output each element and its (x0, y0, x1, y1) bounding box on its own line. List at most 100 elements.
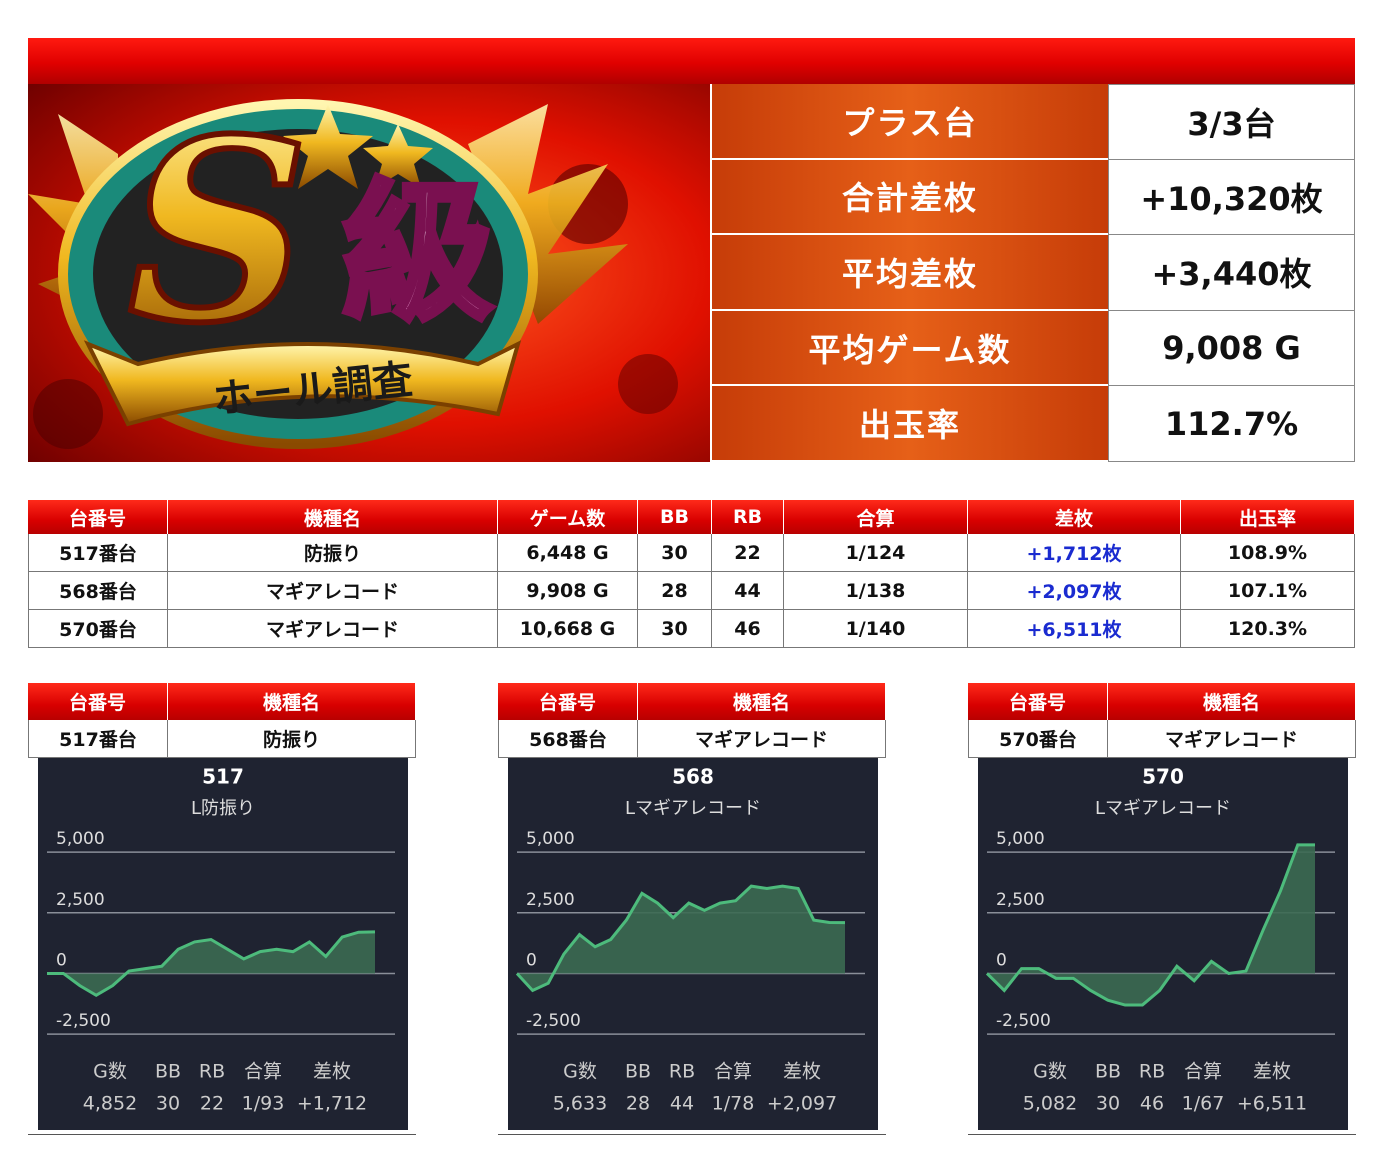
summary-value: 9,008 G (1108, 310, 1355, 387)
line (985, 843, 1315, 1007)
detail-table: 台番号 機種名 ゲーム数 BB RB 合算 差枚 出玉率 517番台 防振り 6,448 G 30 22… (28, 500, 1355, 648)
column-header: 機種名 (168, 500, 498, 534)
chart-title: 568 (672, 765, 714, 789)
chart: 568 Lマギアレコード 5,000 2,500 0 -2,500 G数 BB RB 合算 差枚 5,… (508, 758, 878, 1130)
stat-header: RB (1139, 1061, 1165, 1083)
summary-label: プラス台 (712, 84, 1108, 160)
stat-value: 44 (670, 1093, 694, 1115)
table-cell: 517番台 (28, 534, 168, 572)
chart-subtitle: Lマギアレコード (625, 798, 761, 819)
summary-label: 平均差枚 (712, 235, 1108, 311)
table-cell: 1/124 (784, 534, 968, 572)
emblem-inner (93, 129, 503, 419)
panel-cell: 570番台 (968, 720, 1108, 758)
panel-header: 台番号 (498, 683, 638, 720)
table-cell: 568番台 (28, 572, 168, 610)
summary-label: 合計差枚 (712, 159, 1108, 236)
table-cell: 6,448 G (498, 534, 638, 572)
stat-value: 4,852 (83, 1093, 137, 1115)
y-tick-label: 2,500 (996, 890, 1045, 910)
line (515, 884, 846, 993)
stat-value: 5,633 (553, 1093, 607, 1115)
stat-header: RB (669, 1061, 695, 1083)
panel-header: 機種名 (1108, 683, 1356, 720)
table-cell: 22 (712, 534, 784, 572)
panel-cell: マギアレコード (1108, 720, 1356, 758)
column-header: ゲーム数 (498, 500, 638, 534)
stat-value: +6,511 (1237, 1093, 1307, 1115)
blob (33, 379, 103, 449)
table-cell: 108.9% (1181, 534, 1355, 572)
chart-svg: 568 Lマギアレコード 5,000 2,500 0 -2,500 G数 BB RB 合算 差枚 5,… (515, 765, 865, 1115)
chart: 517 L防振り 5,000 2,500 0 -2,500 G数 BB RB 合算 差枚 4,852 3… (38, 758, 408, 1130)
summary-value: +10,320枚 (1108, 159, 1355, 236)
summary-label: 出玉率 (712, 386, 1108, 462)
stat-header: 差枚 (1253, 1061, 1291, 1083)
panel-cell: 568番台 (498, 720, 638, 758)
y-tick-label: 0 (526, 950, 537, 970)
panel-header: 機種名 (168, 683, 416, 720)
banner-art: S 級 ホール調査 (28, 84, 710, 462)
y-tick-label: 0 (996, 950, 1007, 970)
panel: 台番号 機種名 568番台 マギアレコード 568 Lマギアレコード 5,000 2,500 0… (498, 683, 886, 1135)
table-cell: +2,097枚 (968, 572, 1181, 610)
table-cell: 10,668 G (498, 610, 638, 648)
table-cell: マギアレコード (168, 610, 498, 648)
table-cell: 120.3% (1181, 610, 1355, 648)
summary-value: 3/3台 (1108, 84, 1355, 160)
column-header: BB (638, 500, 712, 534)
stat-value: 1/67 (1182, 1093, 1225, 1115)
stat-header: RB (199, 1061, 225, 1083)
stat-header: BB (155, 1061, 181, 1083)
stat-value: 28 (626, 1093, 650, 1115)
y-tick-label: -2,500 (526, 1011, 581, 1031)
panel-cell: 防振り (168, 720, 416, 758)
panel: 台番号 機種名 517番台 防振り 517 L防振り 5,000 2,500 0 -2,500 G数… (28, 683, 416, 1135)
table-cell: 28 (638, 572, 712, 610)
stat-value: 1/78 (712, 1093, 755, 1115)
table-cell: 防振り (168, 534, 498, 572)
y-tick-label: -2,500 (996, 1011, 1051, 1031)
chart-title: 517 (202, 765, 244, 789)
y-tick-label: 2,500 (56, 890, 105, 910)
stat-value: 30 (1096, 1093, 1120, 1115)
stat-header: G数 (93, 1061, 127, 1083)
stat-header: G数 (563, 1061, 597, 1083)
star (363, 124, 433, 188)
stat-header: G数 (1033, 1061, 1067, 1083)
column-header: 差枚 (968, 500, 1181, 534)
column-header: 台番号 (28, 500, 168, 534)
stat-header: 合算 (244, 1061, 282, 1083)
table-cell: 30 (638, 610, 712, 648)
chart-svg: 570 Lマギアレコード 5,000 2,500 0 -2,500 G数 BB RB 合算 差枚 5,… (985, 765, 1335, 1115)
summary-table: プラス台 3/3台 合計差枚 +10,320枚 平均差枚 +3,440枚 平均ゲーム数 9,0… (712, 84, 1355, 462)
logo-kanji: 級 (343, 167, 493, 341)
stat-value: +2,097 (767, 1093, 837, 1115)
stat-header: 合算 (1184, 1061, 1222, 1083)
stat-value: 5,082 (1023, 1093, 1077, 1115)
y-tick-label: 5,000 (56, 829, 105, 849)
stat-header: 差枚 (313, 1061, 351, 1083)
stat-value: 30 (156, 1093, 180, 1115)
stat-header: 合算 (714, 1061, 752, 1083)
y-tick-label: 5,000 (996, 829, 1045, 849)
table-cell: 1/140 (784, 610, 968, 648)
panel-header: 機種名 (638, 683, 886, 720)
summary-value: +3,440枚 (1108, 235, 1355, 311)
column-header: 合算 (784, 500, 968, 534)
y-tick-label: 0 (56, 950, 67, 970)
logo-letter: S (128, 84, 309, 378)
summary-value: 112.7% (1108, 386, 1355, 462)
top-bar (28, 38, 1355, 84)
y-tick-label: -2,500 (56, 1011, 111, 1031)
column-header: RB (712, 500, 784, 534)
stat-header: BB (625, 1061, 651, 1083)
star (283, 104, 373, 189)
y-tick-label: 5,000 (526, 829, 575, 849)
stat-value: 46 (1140, 1093, 1164, 1115)
panel-cell: 517番台 (28, 720, 168, 758)
table-cell: 44 (712, 572, 784, 610)
panel-header: 台番号 (28, 683, 168, 720)
chart-subtitle: L防振り (191, 798, 255, 819)
